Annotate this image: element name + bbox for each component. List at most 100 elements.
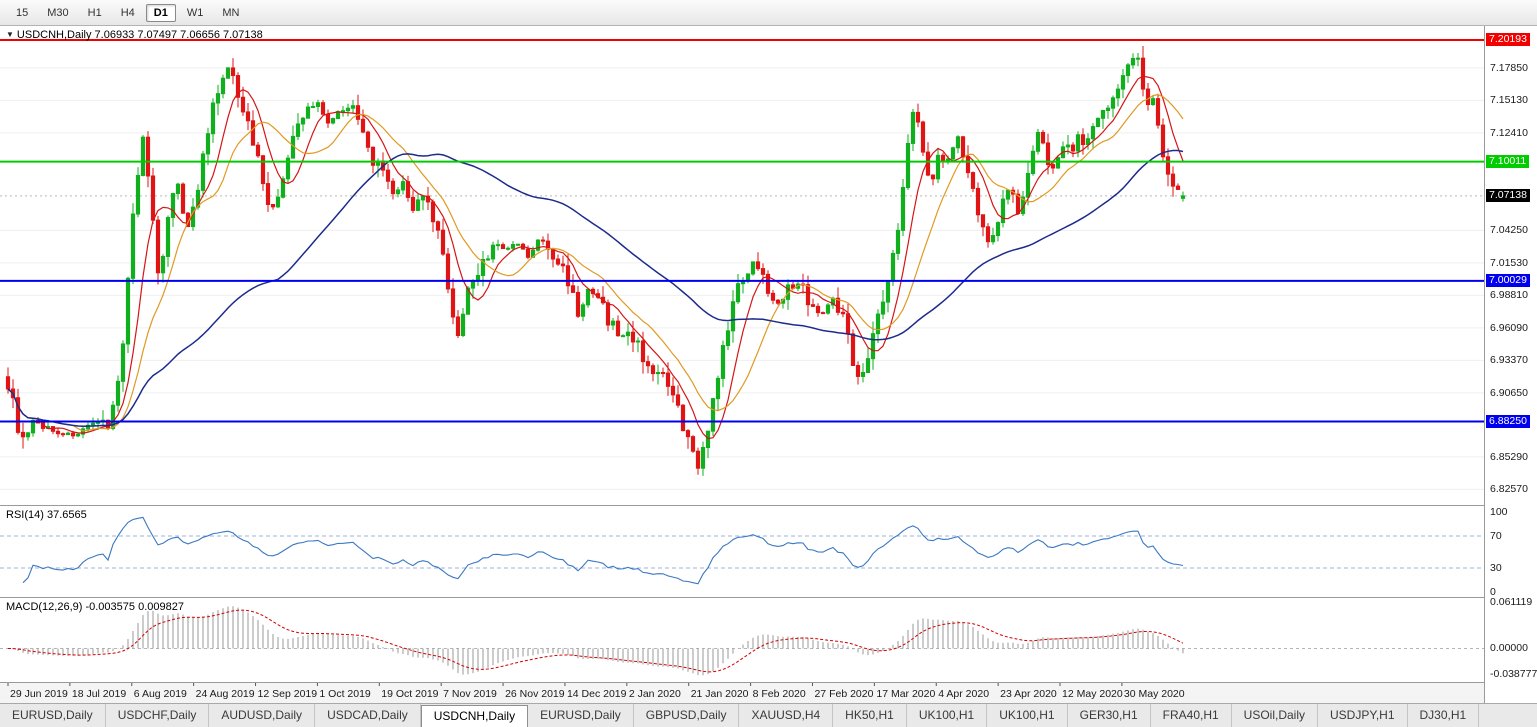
- chart-tab-ger30-h1[interactable]: GER30,H1: [1068, 704, 1151, 727]
- timeframe-button-m30[interactable]: M30: [47, 6, 69, 19]
- candle-body: [670, 385, 676, 396]
- candle-body: [470, 280, 476, 289]
- candle-body: [775, 299, 781, 304]
- candle-body: [935, 154, 941, 180]
- candle-body: [210, 102, 216, 135]
- chart-tab-eurusd-daily[interactable]: EURUSD,Daily: [528, 704, 634, 727]
- candle-body: [75, 433, 81, 437]
- price-chart-pane[interactable]: ▼ USDCNH,Daily 7.06933 7.07497 7.06656 7.…: [0, 26, 1484, 506]
- candle-body: [1005, 189, 1011, 200]
- rsi-indicator-pane[interactable]: RSI(14) 37.6565: [0, 506, 1484, 598]
- candle-body: [710, 398, 716, 432]
- candle-body: [720, 345, 726, 379]
- candle-body: [310, 105, 316, 108]
- chart-tab-usdcnh-daily[interactable]: USDCNH,Daily: [420, 705, 529, 727]
- chart-tab-usdjpy-h1[interactable]: USDJPY,H1: [1318, 704, 1408, 727]
- price-axis-label: 7.17850: [1490, 61, 1528, 74]
- candle-body: [485, 258, 491, 261]
- candle-body: [610, 320, 616, 326]
- timeframe-button-h4[interactable]: H4: [120, 6, 135, 19]
- candle-body: [495, 244, 501, 247]
- chart-tab-dj30-h1[interactable]: DJ30,H1: [1408, 704, 1480, 727]
- candle-body: [1125, 64, 1131, 77]
- timeframe-button-15[interactable]: 15: [16, 6, 29, 19]
- date-label: 27 Feb 2020: [814, 688, 873, 700]
- macd-indicator-pane[interactable]: MACD(12,26,9) -0.003575 0.009827: [0, 598, 1484, 683]
- candle-body: [1105, 107, 1111, 111]
- chart-collapse-icon[interactable]: ▼: [6, 30, 14, 39]
- candle-body: [700, 447, 706, 469]
- chart-tab-audusd-daily[interactable]: AUDUSD,Daily: [209, 704, 316, 727]
- candle-body: [920, 121, 926, 153]
- price-axis-label: 7.04250: [1490, 224, 1528, 237]
- candle-body: [230, 67, 236, 77]
- candle-body: [980, 214, 986, 228]
- candle-body: [620, 335, 626, 338]
- moving-average-7: [7, 75, 1184, 440]
- candle-body: [500, 244, 506, 250]
- timeframe-button-w1[interactable]: W1: [186, 6, 204, 19]
- candle-body: [580, 304, 586, 317]
- chart-tab-hk50-h1[interactable]: HK50,H1: [833, 704, 907, 727]
- price-axis[interactable]: 7.17850 7.15130 7.12410 7.04250 7.01530 6.988…: [1484, 26, 1537, 703]
- candle-body: [1160, 124, 1166, 158]
- candle-body: [540, 239, 546, 242]
- timeframe-button-mn[interactable]: MN: [222, 6, 240, 19]
- macd-axis-label: 0.00000: [1490, 642, 1528, 655]
- price-axis-label: 6.90650: [1490, 386, 1528, 399]
- candle-body: [650, 365, 656, 375]
- candle-body: [880, 301, 886, 315]
- rsi-axis-label: 30: [1490, 562, 1502, 574]
- candle-body: [1045, 142, 1051, 166]
- candle-body: [420, 195, 426, 201]
- chart-tab-eurusd-daily[interactable]: EURUSD,Daily: [0, 704, 106, 727]
- candle-body: [325, 113, 331, 124]
- date-label: 14 Dec 2019: [567, 688, 627, 700]
- candle-body: [465, 287, 471, 315]
- candle-body: [905, 142, 911, 189]
- candle-body: [340, 110, 346, 113]
- candle-body: [845, 313, 851, 335]
- candle-body: [1095, 117, 1101, 128]
- candle-body: [200, 153, 206, 191]
- chart-tab-usoil-daily[interactable]: USOil,Daily: [1232, 704, 1319, 727]
- timeframe-button-h1[interactable]: H1: [87, 6, 102, 19]
- chart-tab-gbpusd-daily[interactable]: GBPUSD,Daily: [634, 704, 740, 727]
- candle-body: [605, 302, 611, 326]
- candle-body: [1140, 57, 1146, 90]
- candle-body: [330, 118, 336, 124]
- candle-body: [870, 333, 876, 360]
- candle-body: [535, 239, 541, 251]
- candle-body: [145, 136, 151, 177]
- price-axis-label: 6.85290: [1490, 450, 1528, 463]
- candle-body: [585, 288, 591, 306]
- candle-body: [275, 196, 281, 208]
- chart-tab-uk100-h1[interactable]: UK100,H1: [987, 704, 1068, 727]
- chart-tab-usdchf-daily[interactable]: USDCHF,Daily: [106, 704, 210, 727]
- candle-body: [990, 235, 996, 243]
- candle-body: [1055, 157, 1061, 169]
- candle-body: [300, 117, 306, 125]
- price-tag-7.00029: 7.00029: [1486, 274, 1530, 288]
- date-label: 4 Apr 2020: [938, 688, 989, 700]
- candle-body: [680, 404, 686, 432]
- candle-body: [80, 428, 86, 435]
- candle-body: [625, 331, 631, 337]
- rsi-axis-label: 100: [1490, 506, 1508, 518]
- candle-body: [510, 244, 516, 249]
- chart-tab-xauusd-h4[interactable]: XAUUSD,H4: [739, 704, 834, 727]
- date-axis[interactable]: 29 Jun 2019 18 Jul 2019 6 Aug 2019 24 Aug 2…: [0, 683, 1484, 703]
- candle-body: [360, 118, 366, 133]
- current-price-tag: 7.07138: [1486, 189, 1530, 203]
- timeframe-button-d1[interactable]: D1: [145, 3, 176, 22]
- candle-body: [30, 419, 36, 434]
- chart-tab-fra40-h1[interactable]: FRA40,H1: [1151, 704, 1232, 727]
- candle-body: [400, 181, 406, 191]
- chart-tab-uk100-h1[interactable]: UK100,H1: [907, 704, 988, 727]
- candle-body: [855, 364, 861, 377]
- candle-body: [55, 430, 61, 435]
- chart-tab-usdcad-daily[interactable]: USDCAD,Daily: [315, 704, 421, 727]
- candle-body: [1000, 198, 1006, 224]
- candle-body: [865, 358, 871, 374]
- macd-axis-label: 0.061119: [1490, 596, 1533, 608]
